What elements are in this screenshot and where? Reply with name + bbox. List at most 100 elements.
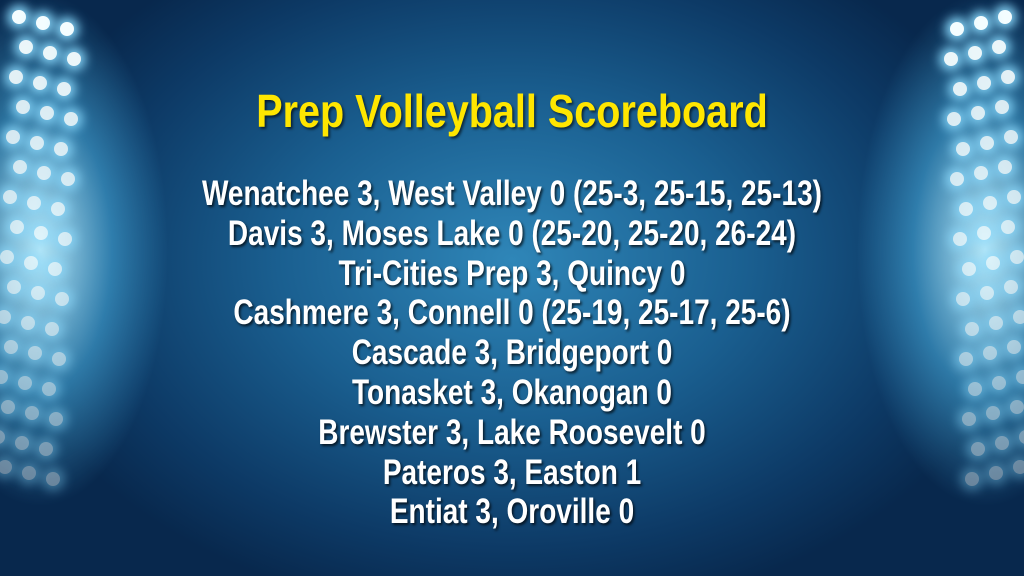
light-bulb-icon [33, 76, 47, 90]
light-bulb-icon [991, 40, 1006, 54]
light-bulb-icon [51, 352, 66, 366]
light-bulb-icon [949, 172, 964, 186]
light-bulb-icon [995, 436, 1009, 450]
result-line: Tonasket 3, Okanogan 0 [351, 372, 673, 412]
light-bulb-icon [36, 166, 51, 180]
light-bulb-icon [1003, 280, 1018, 294]
light-bulb-icon [1009, 400, 1024, 414]
light-bulb-icon [988, 466, 1003, 480]
light-bulb-icon [974, 16, 988, 30]
light-bulb-icon [15, 436, 29, 450]
light-bulb-icon [955, 292, 970, 306]
light-bulb-icon [964, 472, 979, 486]
light-bulb-icon [27, 196, 41, 210]
result-line: Cashmere 3, Connell 0 (25-19, 25-17, 25-… [233, 293, 791, 333]
result-line: Pateros 3, Easton 1 [382, 452, 642, 492]
light-bulb-icon [1012, 460, 1024, 474]
light-bulb-icon [1013, 310, 1024, 324]
light-bulb-icon [18, 376, 32, 390]
light-bulb-icon [959, 202, 973, 216]
light-bulb-icon [48, 262, 62, 276]
light-bulb-icon [986, 256, 1000, 270]
light-bulb-icon [1001, 70, 1015, 84]
light-bulb-icon [24, 406, 39, 420]
light-bulb-icon [9, 70, 23, 84]
light-bulb-icon [21, 316, 35, 330]
light-bulb-icon [976, 226, 991, 240]
light-bulb-icon [6, 130, 20, 144]
stadium-lights-left [0, 0, 110, 576]
light-bulb-icon [30, 136, 44, 150]
light-bulb-icon [989, 316, 1003, 330]
light-bulb-icon [998, 10, 1012, 24]
result-line: Wenatchee 3, West Valley 0 (25-3, 25-15,… [202, 174, 822, 213]
light-bulb-icon [57, 232, 72, 246]
light-bulb-icon [967, 46, 982, 60]
result-line: Tri-Cities Prep 3, Quincy 0 [338, 253, 686, 293]
light-bulb-icon [45, 472, 60, 486]
light-bulb-icon [956, 142, 970, 156]
light-bulb-icon [982, 346, 997, 360]
light-bulb-icon [42, 382, 56, 396]
light-bulb-icon [3, 190, 17, 204]
light-bulb-icon [952, 232, 967, 246]
light-bulb-icon [60, 22, 74, 36]
light-bulb-icon [1006, 340, 1021, 354]
light-bulb-icon [39, 442, 53, 456]
light-bulb-icon [1010, 250, 1024, 264]
light-bulb-icon [12, 160, 27, 174]
result-line: Entiat 3, Oroville 0 [389, 492, 635, 532]
light-bulb-icon [51, 202, 65, 216]
light-bulb-icon [12, 10, 26, 24]
light-bulb-icon [30, 286, 45, 300]
light-bulb-icon [48, 412, 63, 426]
light-bulb-icon [21, 466, 36, 480]
light-bulb-icon [1019, 430, 1024, 444]
light-bulb-icon [39, 106, 54, 120]
light-bulb-icon [0, 310, 11, 324]
light-bulb-icon [950, 22, 964, 36]
light-bulb-icon [1016, 370, 1024, 384]
light-bulb-icon [45, 322, 59, 336]
light-bulb-icon [973, 166, 988, 180]
light-bulb-icon [24, 256, 38, 270]
result-line: Brewster 3, Lake Roosevelt 0 [318, 412, 706, 452]
result-line: Cascade 3, Bridgeport 0 [351, 333, 673, 373]
light-bulb-icon [3, 340, 18, 354]
light-bulb-icon [958, 352, 973, 366]
light-bulb-icon [6, 280, 21, 294]
light-bulb-icon [36, 16, 50, 30]
light-bulb-icon [1004, 130, 1018, 144]
light-bulb-icon [970, 106, 985, 120]
light-bulb-icon [33, 226, 48, 240]
light-bulb-icon [0, 430, 5, 444]
stadium-lights-right [914, 0, 1024, 576]
light-bulb-icon [965, 322, 979, 336]
result-line: Davis 3, Moses Lake 0 (25-20, 25-20, 26-… [227, 213, 797, 253]
light-bulb-icon [1007, 190, 1021, 204]
light-bulb-icon [63, 112, 78, 126]
light-bulb-icon [54, 292, 69, 306]
light-bulb-icon [0, 460, 12, 474]
light-bulb-icon [66, 52, 81, 66]
light-bulb-icon [983, 196, 997, 210]
light-bulb-icon [1000, 220, 1015, 234]
light-bulb-icon [0, 370, 8, 384]
light-bulb-icon [997, 160, 1012, 174]
light-bulb-icon [985, 406, 1000, 420]
light-bulb-icon [57, 82, 71, 96]
light-bulb-icon [961, 412, 976, 426]
light-bulb-icon [943, 52, 958, 66]
light-bulb-icon [27, 346, 42, 360]
light-bulb-icon [980, 136, 994, 150]
light-bulb-icon [42, 46, 57, 60]
light-bulb-icon [9, 220, 24, 234]
light-bulb-icon [979, 286, 994, 300]
light-bulb-icon [54, 142, 68, 156]
light-bulb-icon [962, 262, 976, 276]
light-bulb-icon [18, 40, 33, 54]
light-bulb-icon [994, 100, 1009, 114]
light-bulb-icon [946, 112, 961, 126]
light-bulb-icon [977, 76, 991, 90]
results-list: Wenatchee 3, West Valley 0 (25-3, 25-15,… [102, 174, 921, 532]
